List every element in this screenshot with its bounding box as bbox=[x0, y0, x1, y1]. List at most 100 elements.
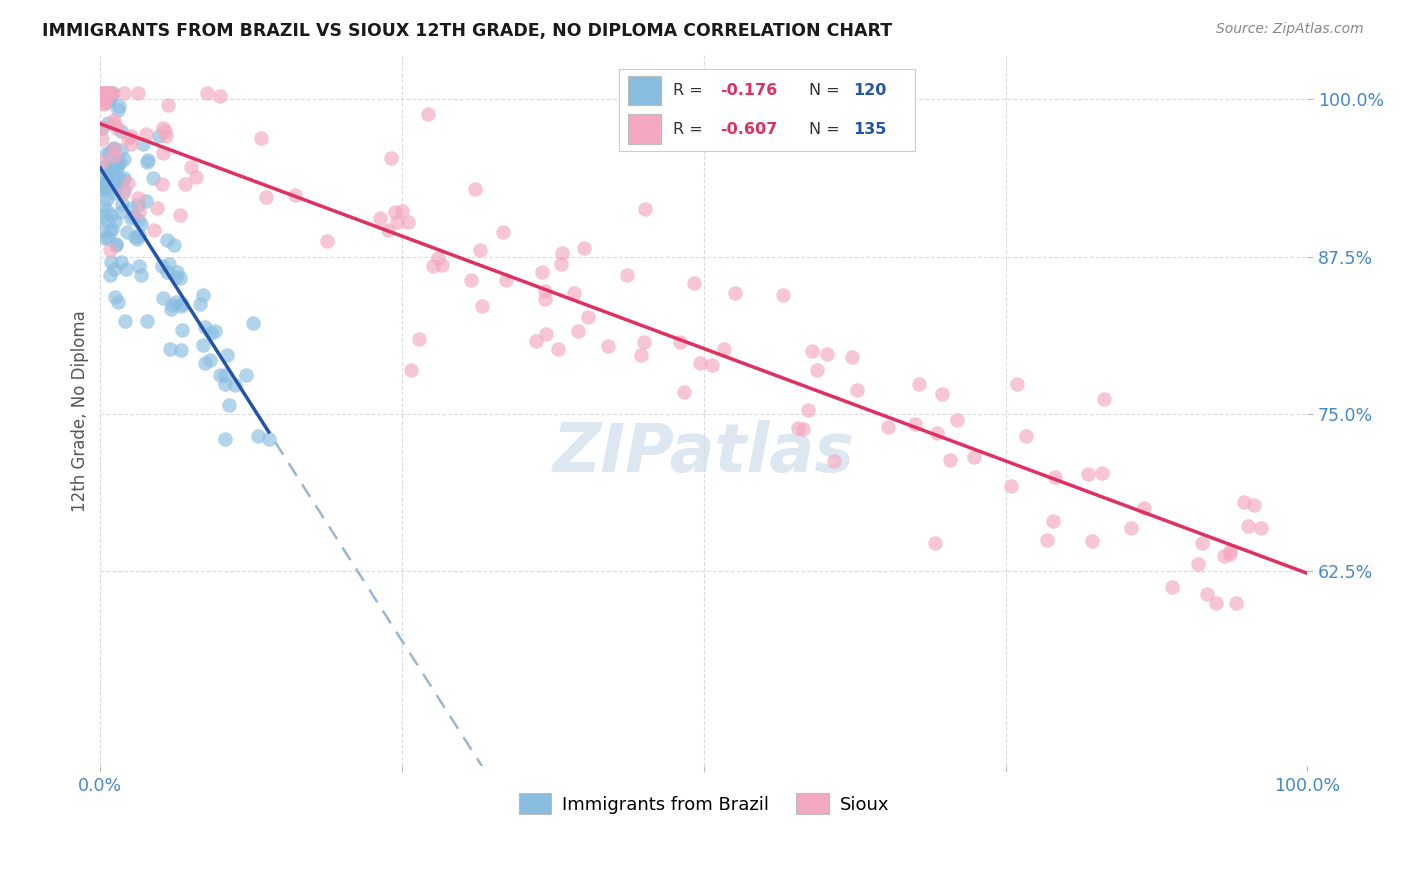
Point bbox=[103, 113, 125, 128]
Point bbox=[562, 286, 585, 301]
Point bbox=[156, 265, 179, 279]
Point bbox=[152, 121, 174, 136]
Point bbox=[468, 243, 491, 257]
Point bbox=[242, 317, 264, 331]
Point bbox=[630, 348, 652, 362]
Point bbox=[159, 302, 181, 317]
Point bbox=[110, 255, 132, 269]
Point bbox=[105, 156, 128, 170]
Point bbox=[165, 295, 187, 310]
Point bbox=[534, 284, 557, 298]
Point bbox=[195, 86, 218, 100]
Point bbox=[90, 96, 112, 111]
Point bbox=[170, 299, 193, 313]
Point bbox=[385, 215, 408, 229]
Point bbox=[112, 152, 135, 166]
Point bbox=[153, 124, 176, 138]
Point bbox=[669, 334, 692, 349]
Point bbox=[841, 350, 863, 364]
Point bbox=[925, 425, 948, 440]
Point bbox=[1092, 392, 1115, 407]
Point bbox=[94, 173, 117, 187]
Point bbox=[772, 288, 794, 302]
Point bbox=[495, 273, 517, 287]
Point bbox=[103, 142, 125, 156]
Point bbox=[204, 324, 226, 338]
Point bbox=[1015, 429, 1038, 443]
Point bbox=[127, 191, 149, 205]
Point bbox=[129, 268, 152, 283]
Point bbox=[284, 188, 307, 202]
Point bbox=[135, 127, 157, 141]
Point bbox=[150, 178, 173, 192]
Point bbox=[377, 223, 399, 237]
Point bbox=[155, 128, 177, 143]
Point bbox=[122, 209, 145, 223]
Point bbox=[408, 332, 430, 346]
Text: Source: ZipAtlas.com: Source: ZipAtlas.com bbox=[1216, 22, 1364, 37]
Point bbox=[186, 169, 208, 184]
Point bbox=[1091, 466, 1114, 480]
Point bbox=[174, 177, 197, 191]
Point bbox=[103, 142, 125, 156]
Point bbox=[536, 326, 558, 341]
Point bbox=[672, 385, 695, 400]
Point bbox=[160, 297, 183, 311]
Point bbox=[172, 323, 194, 337]
Point bbox=[191, 288, 214, 302]
Point bbox=[1036, 533, 1059, 547]
Point bbox=[250, 131, 273, 145]
Point bbox=[96, 204, 118, 219]
Point bbox=[1000, 479, 1022, 493]
Point bbox=[218, 398, 240, 412]
Point bbox=[115, 225, 138, 239]
Point bbox=[152, 291, 174, 305]
Point bbox=[93, 183, 115, 197]
Point bbox=[98, 86, 121, 100]
Point bbox=[430, 258, 453, 272]
Point bbox=[156, 98, 179, 112]
Point bbox=[846, 383, 869, 397]
Point bbox=[148, 129, 170, 144]
Point bbox=[166, 265, 188, 279]
Point bbox=[945, 412, 967, 426]
Point bbox=[90, 177, 112, 191]
Point bbox=[91, 86, 114, 100]
Point bbox=[97, 230, 120, 244]
Point bbox=[104, 289, 127, 303]
Point bbox=[215, 348, 238, 362]
Point bbox=[180, 161, 202, 175]
Point bbox=[150, 259, 173, 273]
Point bbox=[110, 124, 132, 138]
Point bbox=[114, 314, 136, 328]
Point bbox=[100, 159, 122, 173]
Point bbox=[380, 152, 402, 166]
Point bbox=[94, 231, 117, 245]
Point bbox=[157, 257, 180, 271]
Text: IMMIGRANTS FROM BRAZIL VS SIOUX 12TH GRADE, NO DIPLOMA CORRELATION CHART: IMMIGRANTS FROM BRAZIL VS SIOUX 12TH GRA… bbox=[42, 22, 893, 40]
Point bbox=[384, 204, 406, 219]
Point bbox=[94, 161, 117, 176]
Point bbox=[127, 212, 149, 227]
Point bbox=[103, 262, 125, 277]
Point bbox=[634, 202, 657, 217]
Point bbox=[103, 140, 125, 154]
Point bbox=[94, 86, 117, 100]
Point bbox=[391, 204, 413, 219]
Point bbox=[416, 107, 439, 121]
Point bbox=[96, 146, 118, 161]
Point bbox=[112, 186, 135, 201]
Point bbox=[100, 255, 122, 269]
Point bbox=[98, 244, 121, 258]
Point bbox=[104, 213, 127, 227]
Point bbox=[471, 299, 494, 313]
Point bbox=[1043, 470, 1066, 484]
Point bbox=[142, 171, 165, 186]
Point bbox=[96, 214, 118, 228]
Point bbox=[110, 204, 132, 219]
Point bbox=[93, 86, 115, 100]
Point bbox=[190, 297, 212, 311]
Point bbox=[103, 117, 125, 131]
Point bbox=[125, 232, 148, 246]
Point bbox=[194, 356, 217, 370]
